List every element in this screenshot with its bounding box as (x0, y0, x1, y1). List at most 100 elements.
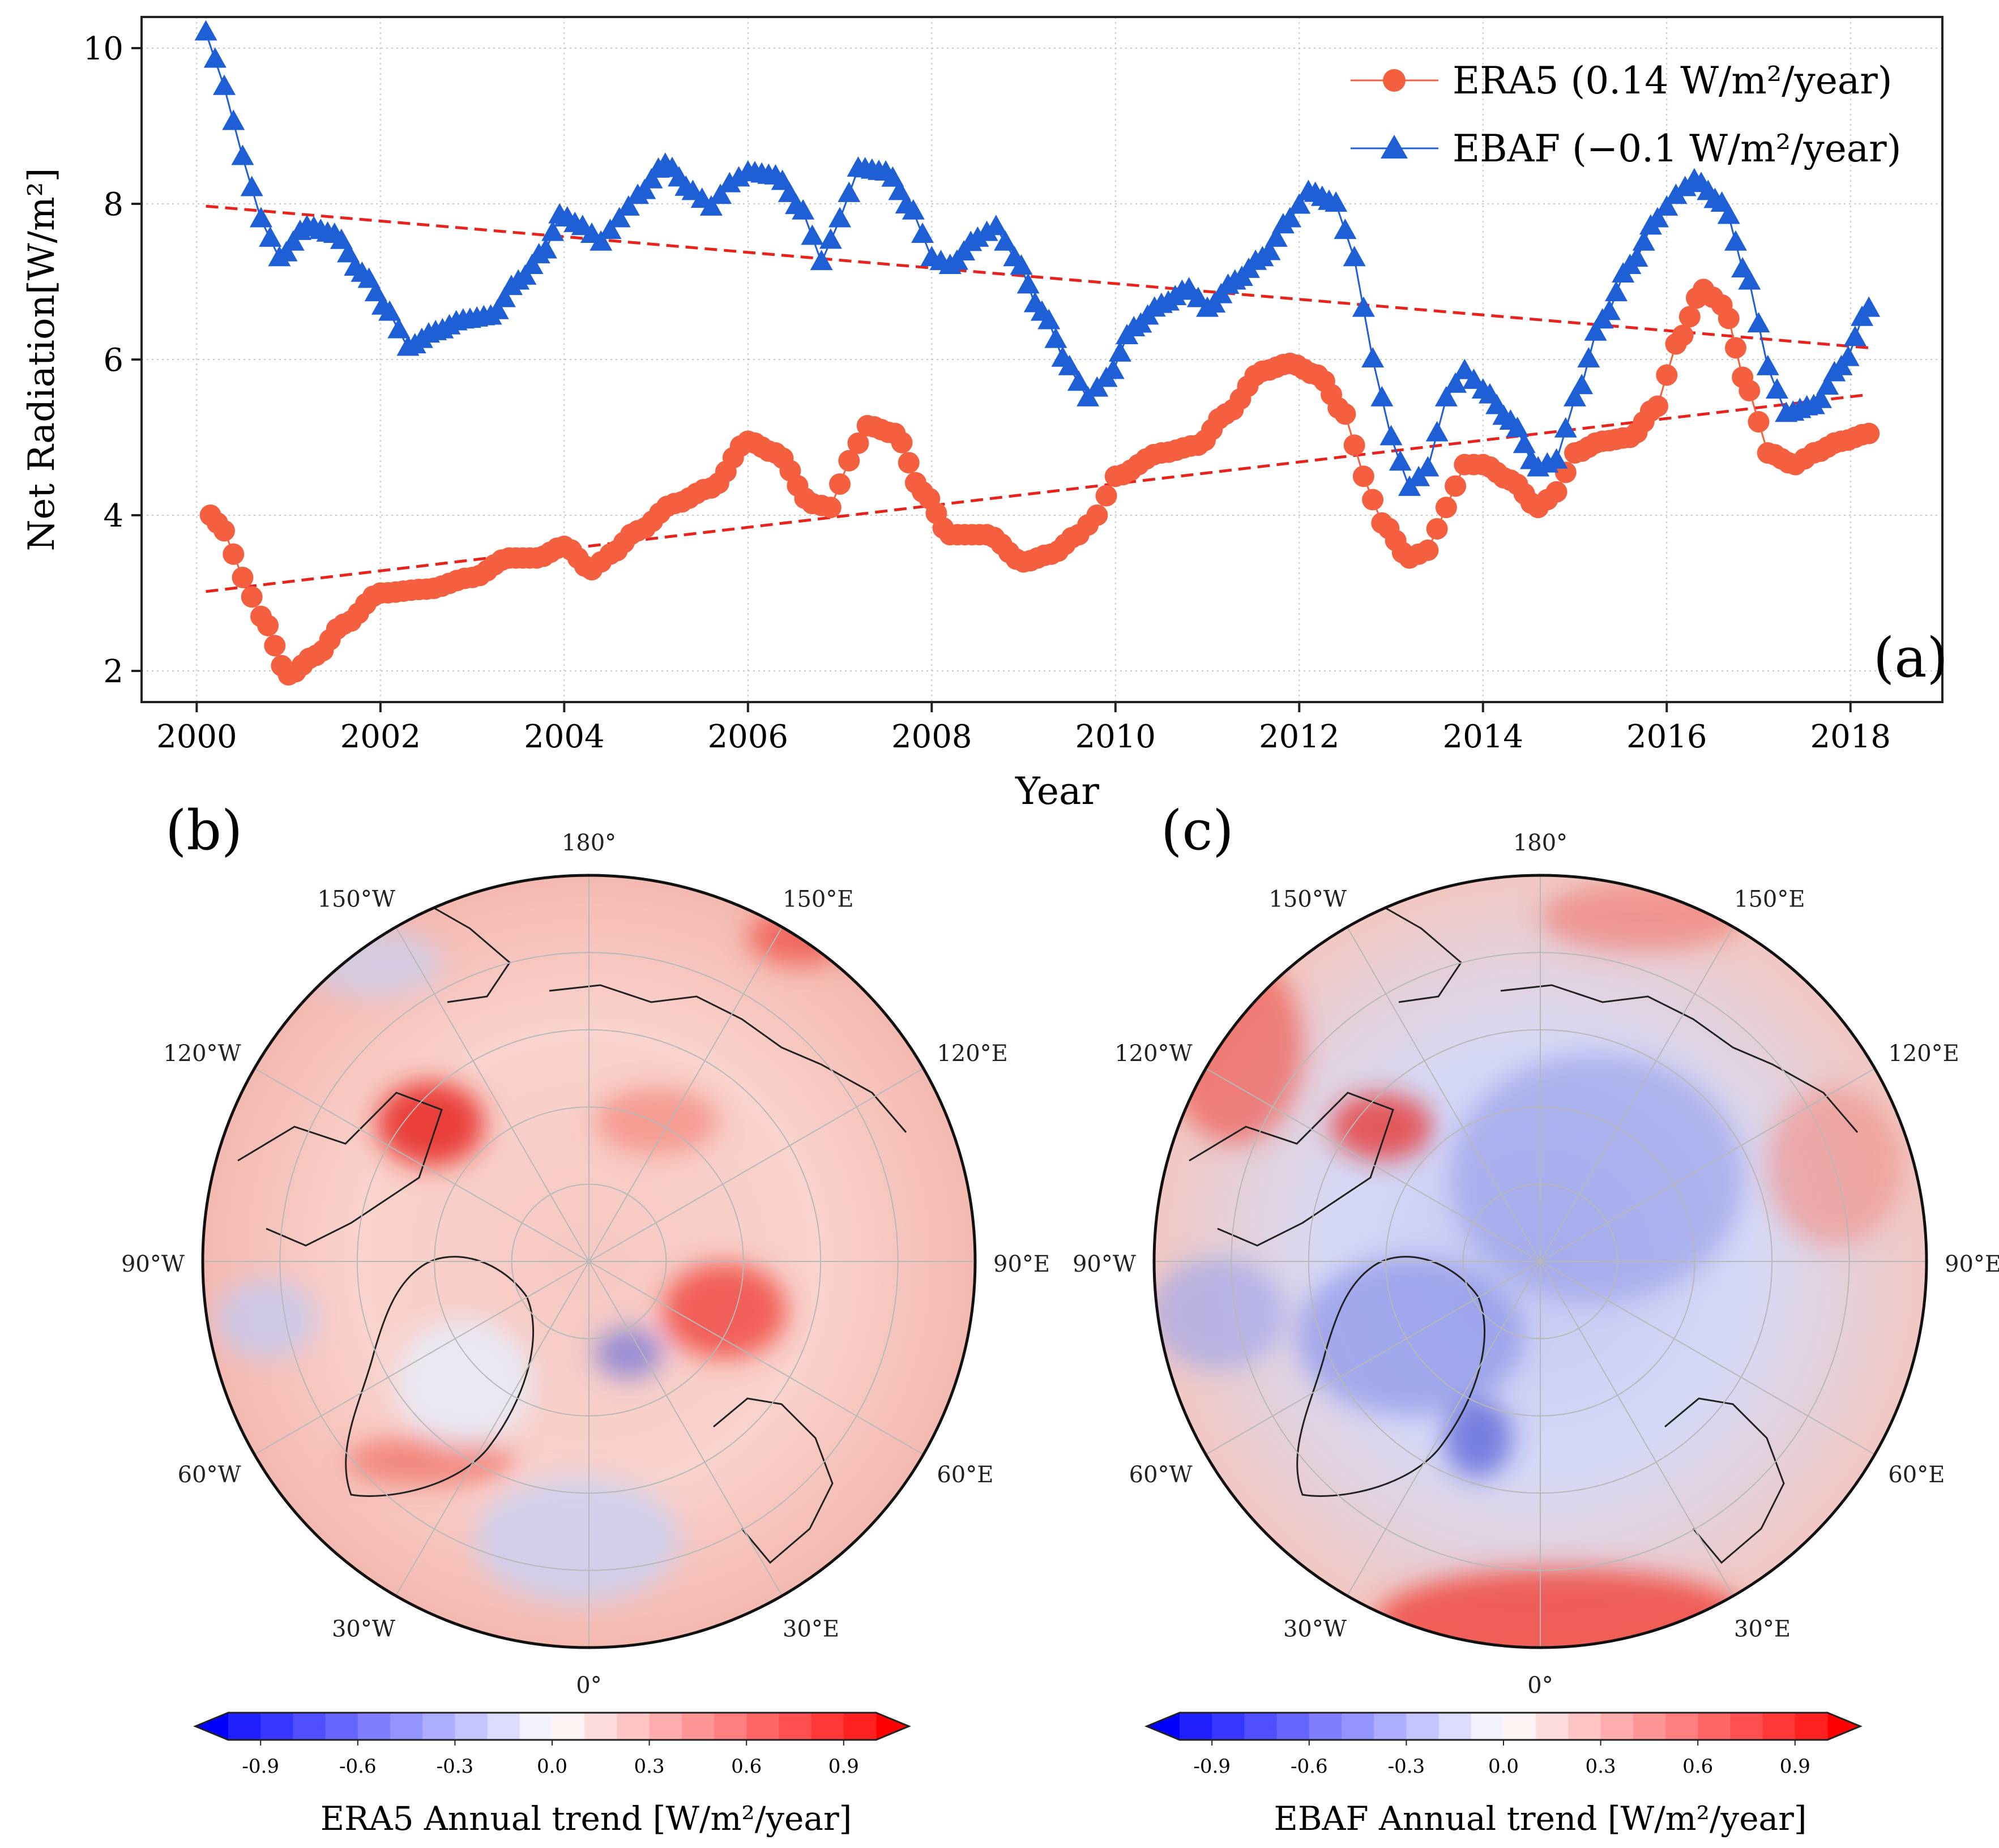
meridian-line (1540, 926, 1734, 1262)
colorbar-swatch (1503, 1713, 1536, 1740)
data-point-era5 (898, 452, 920, 474)
colorbar-swatch (811, 1713, 844, 1740)
data-point-ebaf (1577, 347, 1600, 367)
data-point-ebaf (1416, 456, 1440, 477)
data-point-ebaf (792, 199, 815, 220)
y-axis-ticks: 2 4 6 8 10 (83, 31, 142, 690)
data-point-era5 (1672, 324, 1694, 346)
colorbar-swatch (1633, 1713, 1666, 1740)
data-point-ebaf (486, 298, 509, 319)
cold-anomaly-alaska (306, 929, 442, 996)
data-point-era5 (1445, 475, 1467, 497)
data-point-ebaf (534, 238, 557, 259)
data-point-ebaf (1037, 309, 1061, 330)
longitude-label: 180° (1513, 830, 1567, 856)
legend-marker-ebaf (1381, 135, 1408, 159)
x-tick-label: 2002 (340, 718, 421, 755)
data-point-ebaf (1836, 345, 1860, 366)
data-point-ebaf (1738, 269, 1761, 290)
legend-marker-era5 (1383, 69, 1406, 92)
y-tick-label: 8 (103, 186, 123, 223)
colorbar-swatch (1762, 1713, 1796, 1740)
data-point-ebaf (387, 318, 411, 339)
data-point-ebaf (213, 74, 236, 95)
data-point-ebaf (966, 226, 989, 247)
data-point-ebaf (801, 224, 824, 245)
meridian-line (254, 1261, 590, 1455)
colorbar-tick-label: -0.3 (1388, 1755, 1425, 1778)
data-point-era5 (1545, 481, 1567, 503)
colorbar-extend-low (195, 1713, 228, 1740)
cold-anomaly-arctic (1450, 1053, 1744, 1302)
longitude-label: 90°W (1073, 1251, 1136, 1277)
longitude-label: 150°E (1734, 887, 1805, 913)
colorbar-frame (193, 1712, 911, 1741)
data-point-era5 (1656, 364, 1678, 386)
data-point-ebaf (1334, 219, 1357, 239)
data-point-ebaf (1765, 378, 1788, 399)
longitude-label: 150°W (1269, 887, 1347, 913)
colorbar-tick-label: 0.6 (1682, 1755, 1713, 1778)
data-point-ebaf (617, 195, 640, 216)
data-point-ebaf (330, 228, 353, 249)
legend: ERA5 (0.14 W/m²/year) EBAF (−0.1 W/m²/ye… (1351, 59, 1901, 170)
longitude-label: 30°W (1283, 1616, 1347, 1642)
data-point-ebaf (699, 195, 723, 216)
meridian-line (1205, 1068, 1541, 1262)
data-point-ebaf (608, 207, 631, 228)
panel-label-b: (b) (165, 799, 242, 862)
warm-anomaly-canada-c (1331, 1093, 1433, 1161)
x-tick-label: 2004 (524, 718, 605, 755)
data-point-ebaf (1343, 246, 1366, 267)
data-point-ebaf (1379, 425, 1403, 446)
graticule (203, 875, 975, 1648)
colorbar-extend-low (1147, 1713, 1180, 1740)
colorbar-swatch (357, 1713, 391, 1740)
y-tick-label: 4 (103, 498, 123, 534)
data-point-ebaf (709, 183, 732, 204)
meridian-line (588, 926, 783, 1262)
colorbar-swatch (1212, 1713, 1245, 1740)
meridian-line (395, 1261, 590, 1597)
x-tick-label: 2000 (156, 718, 237, 755)
data-point-ebaf (640, 168, 663, 189)
meridian-line (1540, 1261, 1876, 1455)
colorbar-tick-label: -0.9 (1193, 1755, 1231, 1778)
colorbar-swatch (1309, 1713, 1342, 1740)
data-point-ebaf (514, 264, 537, 285)
data-point-era5 (1739, 380, 1761, 401)
data-point-ebaf (1044, 327, 1067, 348)
x-tick-label: 2008 (891, 718, 972, 755)
data-point-ebaf (881, 166, 904, 187)
data-point-ebaf (590, 230, 613, 251)
longitude-label: 90°E (993, 1251, 1050, 1277)
data-point-ebaf (1101, 358, 1125, 379)
data-point-ebaf (1816, 374, 1839, 395)
data-point-ebaf (378, 300, 401, 321)
data-point-ebaf (599, 219, 622, 239)
data-point-era5 (1748, 411, 1770, 433)
warm-anomaly-siberia (595, 1087, 719, 1155)
data-point-ebaf (222, 109, 245, 130)
colorbar-swatch (1406, 1713, 1440, 1740)
longitude-label: 0° (1527, 1672, 1553, 1699)
data-point-era5 (1647, 395, 1669, 417)
data-point-ebaf (727, 166, 750, 187)
panel-label-c: (c) (1161, 799, 1234, 862)
coastline-greenland (345, 1256, 535, 1497)
trend-line (206, 393, 1869, 593)
data-point-era5 (829, 473, 851, 495)
meridian-line (588, 1068, 924, 1262)
colorbar-tick-label: 0.9 (828, 1755, 859, 1778)
data-point-ebaf (828, 207, 852, 228)
map-boundary (201, 874, 977, 1649)
data-point-ebaf (1632, 230, 1655, 251)
longitude-label: 60°W (1129, 1462, 1193, 1488)
colorbar-swatch (1471, 1713, 1504, 1740)
warm-anomaly-canada (377, 1081, 484, 1166)
data-point-ebaf (1177, 277, 1201, 298)
data-point-ebaf (1258, 239, 1281, 260)
colorbar-swatch (1374, 1713, 1407, 1740)
x-axis-label: Year (1015, 769, 1099, 813)
